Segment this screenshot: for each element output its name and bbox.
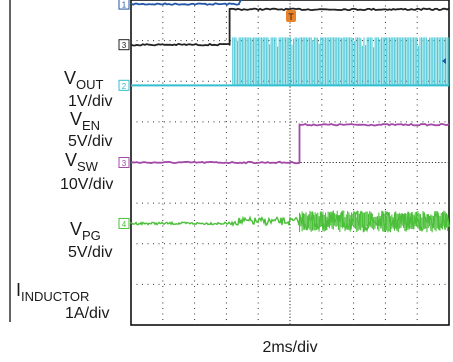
trigger-marker-label: T xyxy=(288,12,294,22)
channel-marker-number: 3 xyxy=(122,159,127,168)
label-vpg: VPG 5V/div xyxy=(68,219,112,261)
iinductor-name-main: I xyxy=(16,280,21,300)
svg-text:IINDUCTOR: IINDUCTOR xyxy=(16,280,89,304)
svg-text:VSW: VSW xyxy=(65,150,99,174)
vout-scale: 1V/div xyxy=(68,93,112,110)
channel-marker-box xyxy=(118,39,130,51)
trace-vpg xyxy=(130,123,450,165)
channel-marker-number: 1 xyxy=(122,1,127,10)
channel-marker-box xyxy=(118,79,130,91)
traces xyxy=(130,0,450,233)
ven-name-sub: EN xyxy=(82,118,100,133)
trigger-marker: T xyxy=(286,10,296,22)
vsw-name-sub: SW xyxy=(77,159,99,174)
vout-name-main: V xyxy=(64,68,76,88)
trace-vout xyxy=(130,0,242,6)
trace-iinductor-band xyxy=(298,210,449,233)
channel-marker-ven: 3 xyxy=(118,39,130,51)
channel-marker-number: 4 xyxy=(122,220,127,229)
ven-name-main: V xyxy=(70,109,82,129)
channel-markers: 1 3 2 3 4 xyxy=(118,0,130,229)
channel-marker-vout: 1 xyxy=(118,0,130,10)
iinductor-scale: 1A/div xyxy=(65,305,109,322)
vpg-name-main: V xyxy=(70,219,82,239)
vpg-name-sub: PG xyxy=(82,228,101,243)
channel-marker-number: 3 xyxy=(122,41,127,50)
vpg-scale: 5V/div xyxy=(68,244,112,261)
ven-scale: 5V/div xyxy=(68,133,112,150)
vsw-scale: 10V/div xyxy=(60,176,113,193)
svg-text:VEN: VEN xyxy=(70,109,100,133)
iinductor-name-sub: INDUCTOR xyxy=(21,289,89,304)
channel-marker-iinductor: 4 xyxy=(118,217,130,229)
svg-text:VPG: VPG xyxy=(70,219,101,243)
label-vout: VOUT 1V/div xyxy=(64,68,112,110)
label-iinductor: IINDUCTOR 1A/div xyxy=(16,280,109,322)
vsw-name-main: V xyxy=(65,150,77,170)
vout-name-sub: OUT xyxy=(76,77,104,92)
x-axis-label: 2ms/div xyxy=(262,339,317,356)
right-edge-arrow xyxy=(442,58,446,64)
channel-marker-number: 2 xyxy=(122,82,127,91)
channel-marker-box xyxy=(118,157,130,168)
label-ven: VEN 5V/div xyxy=(68,109,112,150)
channel-marker-vsw: 2 xyxy=(118,79,130,91)
label-vsw: VSW 10V/div xyxy=(60,150,113,193)
channel-marker-vpg: 3 xyxy=(118,157,130,168)
channel-marker-box xyxy=(118,0,130,10)
trace-ven xyxy=(130,7,450,47)
channel-marker-box xyxy=(118,217,130,229)
svg-text:VOUT: VOUT xyxy=(64,68,104,92)
